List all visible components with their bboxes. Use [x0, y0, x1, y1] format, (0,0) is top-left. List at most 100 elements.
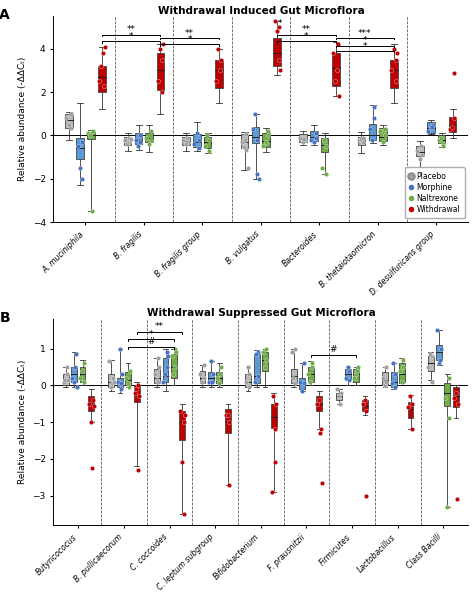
Point	[206, 135, 213, 145]
Point	[217, 362, 225, 372]
Point	[312, 129, 319, 138]
Point	[147, 126, 155, 136]
Point	[184, 137, 191, 147]
Point	[78, 174, 86, 184]
Point	[425, 126, 432, 136]
Point	[72, 362, 79, 372]
Bar	[271, 404, 277, 428]
Point	[291, 379, 299, 388]
Bar	[382, 373, 388, 385]
Point	[346, 375, 353, 385]
Bar	[438, 136, 446, 143]
Point	[381, 124, 389, 134]
Bar	[241, 135, 248, 148]
Point	[305, 370, 312, 379]
Point	[323, 142, 330, 151]
Point	[68, 373, 76, 383]
Point	[122, 373, 130, 383]
Title: Withdrawal Induced Gut Microflora: Withdrawal Induced Gut Microflora	[157, 5, 364, 16]
Point	[80, 377, 87, 386]
Point	[438, 133, 445, 142]
Bar	[291, 369, 297, 383]
Bar	[245, 374, 251, 387]
Point	[212, 77, 220, 86]
Point	[116, 344, 123, 353]
Point	[170, 370, 177, 379]
Point	[290, 373, 297, 383]
Point	[300, 358, 308, 368]
Bar	[436, 345, 442, 359]
Point	[381, 380, 389, 390]
Point	[446, 124, 454, 134]
Text: *: *	[363, 36, 367, 45]
Point	[405, 402, 412, 412]
Text: **: **	[127, 25, 136, 34]
Point	[242, 377, 250, 386]
Point	[354, 362, 361, 372]
Point	[425, 362, 432, 372]
Bar	[254, 354, 260, 383]
Point	[318, 163, 326, 173]
Point	[408, 399, 415, 408]
Point	[118, 370, 126, 379]
Point	[255, 347, 262, 357]
Bar	[337, 393, 342, 400]
Point	[416, 154, 423, 164]
Text: *: *	[187, 35, 192, 44]
Point	[308, 362, 316, 372]
Bar	[453, 387, 459, 407]
Bar	[316, 396, 322, 411]
Point	[135, 142, 142, 151]
Text: *: *	[278, 19, 283, 28]
Point	[317, 425, 325, 434]
Point	[121, 135, 128, 145]
Bar	[135, 133, 143, 144]
Point	[392, 55, 400, 65]
Bar	[204, 136, 211, 148]
Bar	[208, 373, 214, 382]
Point	[275, 22, 283, 32]
Bar	[300, 378, 305, 389]
Point	[264, 131, 272, 141]
Point	[160, 39, 167, 49]
Legend: Placebo, Morphine, Naltrexone, Withdrawal: Placebo, Morphine, Naltrexone, Withdrawa…	[405, 167, 465, 218]
Point	[155, 362, 163, 372]
Point	[168, 351, 175, 361]
Point	[362, 491, 370, 501]
Point	[301, 135, 309, 145]
Point	[67, 123, 74, 133]
Point	[443, 502, 451, 511]
Bar	[154, 369, 160, 383]
Point	[114, 377, 122, 386]
Point	[63, 362, 71, 372]
Point	[85, 399, 93, 408]
Point	[361, 395, 368, 405]
Point	[217, 370, 224, 379]
Point	[400, 355, 407, 364]
Point	[439, 139, 447, 149]
Point	[160, 377, 167, 386]
Bar	[369, 124, 376, 140]
Bar	[391, 60, 398, 88]
Point	[225, 417, 233, 427]
Point	[77, 373, 84, 383]
Point	[253, 349, 260, 359]
Point	[273, 27, 281, 36]
Bar	[345, 369, 351, 380]
Bar	[310, 131, 318, 141]
Point	[226, 480, 233, 489]
Point	[272, 399, 280, 408]
Point	[271, 16, 278, 26]
Point	[126, 366, 133, 376]
Point	[346, 366, 353, 376]
Y-axis label: Relative abundance (-ΔΔCₜ): Relative abundance (-ΔΔCₜ)	[18, 360, 27, 484]
Point	[207, 356, 215, 366]
Bar	[445, 383, 450, 405]
Point	[363, 406, 370, 416]
Bar	[416, 147, 424, 156]
Title: Withdrawal Suppressed Gut Microflora: Withdrawal Suppressed Gut Microflora	[146, 309, 375, 318]
Bar	[80, 367, 85, 382]
Point	[448, 122, 456, 132]
Point	[262, 355, 270, 364]
Point	[180, 135, 187, 145]
